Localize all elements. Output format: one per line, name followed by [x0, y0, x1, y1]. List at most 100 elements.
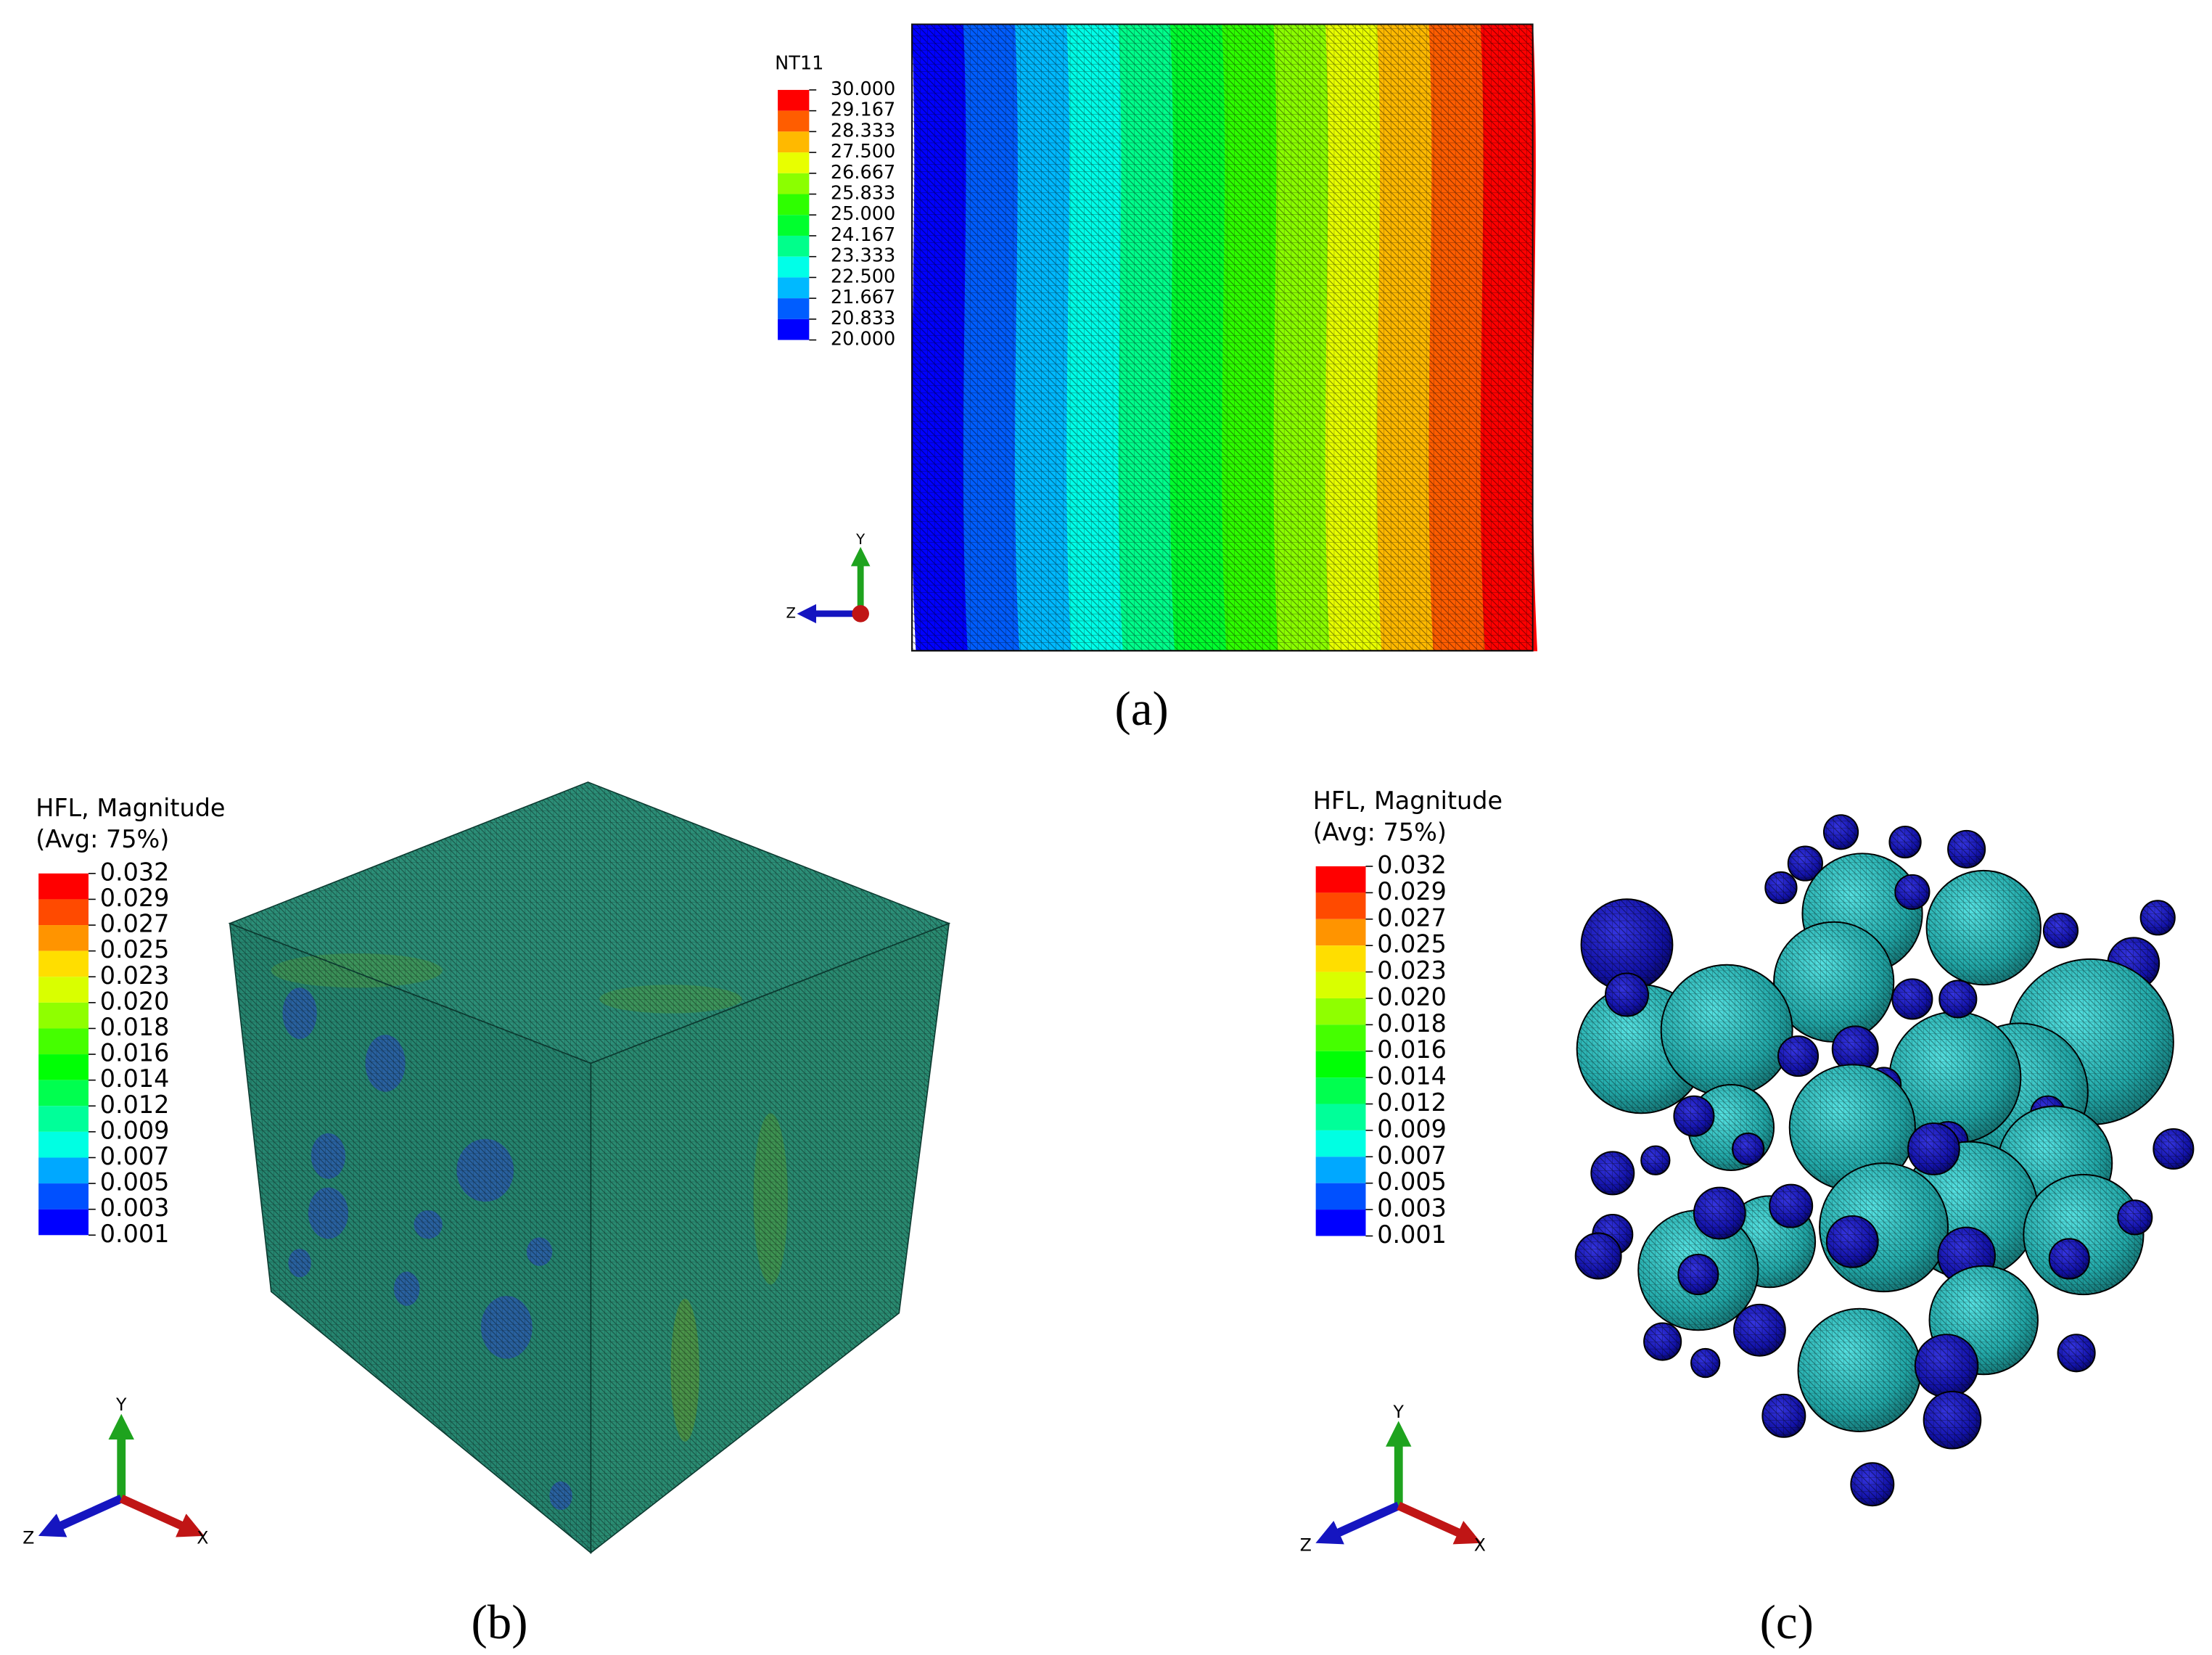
mesh: [1923, 1391, 1981, 1449]
legend-swatch: [38, 1002, 89, 1029]
mesh: [2153, 1128, 2194, 1170]
legend-swatch: [778, 173, 810, 194]
axis-origin: [852, 605, 869, 623]
legend-label: 0.003: [1377, 1194, 1447, 1223]
mesh: [1678, 1254, 1719, 1295]
mesh: [1734, 1304, 1785, 1356]
legend-swatch: [38, 1028, 89, 1055]
legend-swatch: [778, 89, 810, 111]
legend-swatch: [778, 256, 810, 278]
legend-swatch: [38, 1106, 89, 1132]
legend-swatch: [778, 152, 810, 173]
legend-label: 25.833: [831, 183, 895, 205]
mesh: [2023, 1174, 2144, 1295]
legend-swatch: [778, 194, 810, 215]
legend-label: 0.003: [100, 1194, 170, 1222]
mesh: [911, 24, 1533, 651]
mesh: [1823, 815, 1859, 850]
mesh: [1889, 1011, 2021, 1143]
legend-swatch: [1315, 866, 1366, 893]
legend-label: 0.001: [100, 1220, 170, 1248]
legend-label: 0.018: [100, 1013, 170, 1041]
legend-label: 0.025: [100, 935, 170, 964]
legend-label: 0.027: [100, 910, 170, 938]
mesh: [1661, 964, 1793, 1096]
legend-swatch: [1315, 945, 1366, 972]
legend-label: 0.007: [100, 1142, 170, 1170]
legend-label: 0.023: [1377, 956, 1447, 985]
legend-label: 0.005: [100, 1168, 170, 1196]
mesh: [1605, 973, 1648, 1017]
legend-label: 0.001: [1377, 1220, 1447, 1249]
legend-label: 0.020: [100, 987, 170, 1015]
legend-label: 0.029: [100, 884, 170, 912]
legend-label: 25.000: [831, 203, 895, 225]
axis-label: X: [197, 1528, 208, 1548]
legend-label: 24.167: [831, 224, 895, 246]
legend-swatch: [38, 977, 89, 1003]
legend-title: (Avg: 75%): [36, 825, 169, 853]
mesh: [1907, 1123, 1960, 1175]
legend-label: 0.009: [1377, 1114, 1447, 1143]
legend-label: 26.667: [831, 162, 895, 184]
axis-label: Y: [855, 531, 866, 548]
mesh: [1798, 1308, 1921, 1432]
legend-label: 27.500: [831, 141, 895, 163]
caption: (c): [1760, 1596, 1814, 1649]
mesh: [1777, 1036, 1819, 1077]
legend-swatch: [778, 110, 810, 132]
legend-swatch: [1315, 1157, 1366, 1183]
mesh: [1765, 871, 1797, 904]
legend-label: 0.029: [1377, 877, 1447, 905]
legend-label: 23.333: [831, 245, 895, 267]
axis-arrow: [1397, 1501, 1482, 1545]
legend-swatch: [38, 899, 89, 926]
legend-title: NT11: [775, 53, 823, 75]
mesh: [2049, 1239, 2089, 1279]
axis-label: Z: [786, 604, 796, 621]
legend-label: 21.667: [831, 287, 895, 308]
mesh: [2043, 913, 2079, 948]
mesh: [1581, 899, 1673, 991]
legend-swatch: [778, 298, 810, 319]
mesh: [1788, 846, 1822, 881]
mesh: [1895, 874, 1930, 910]
legend-label: 0.014: [100, 1064, 170, 1093]
legend-swatch: [778, 215, 810, 236]
mesh: [1644, 1323, 1682, 1360]
legend-swatch: [1315, 998, 1366, 1025]
legend-label: 22.500: [831, 266, 895, 287]
mesh: [1769, 1184, 1813, 1228]
legend-title: HFL, Magnitude: [1313, 787, 1502, 815]
legend-swatch: [1315, 1130, 1366, 1157]
plate-outline: [910, 23, 1534, 652]
axis-label: Y: [115, 1395, 127, 1415]
mesh: [1926, 870, 2041, 985]
legend-swatch: [1315, 972, 1366, 998]
legend-swatch: [38, 1131, 89, 1158]
legend-swatch: [778, 319, 810, 340]
legend-label: 0.007: [1377, 1141, 1447, 1170]
content: NT11 30.00029.16728.33327.50026.66725.833…: [22, 23, 2195, 1649]
mesh: [1915, 1334, 1978, 1397]
legend-swatch: [1315, 1077, 1366, 1104]
legend-label: 0.018: [1377, 1009, 1447, 1038]
axis-label: Y: [1393, 1402, 1405, 1422]
caption: (a): [1115, 682, 1169, 736]
mesh: [1892, 979, 1933, 1019]
legend-label: 20.000: [831, 329, 895, 350]
legend-label: 0.032: [1377, 851, 1447, 879]
mesh: [590, 922, 950, 1554]
caption: (b): [472, 1596, 528, 1649]
legend-label: 0.020: [1377, 982, 1447, 1011]
legend-swatch: [38, 925, 89, 951]
legend-label: 0.009: [100, 1116, 170, 1144]
legend-swatch: [1315, 1024, 1366, 1051]
legend-swatch: [778, 277, 810, 299]
axis-label: Z: [22, 1528, 34, 1548]
mesh: [1774, 921, 1894, 1042]
legend-label: 0.014: [1377, 1062, 1447, 1091]
mesh: [1732, 1133, 1764, 1165]
legend-label: 28.333: [831, 120, 895, 141]
